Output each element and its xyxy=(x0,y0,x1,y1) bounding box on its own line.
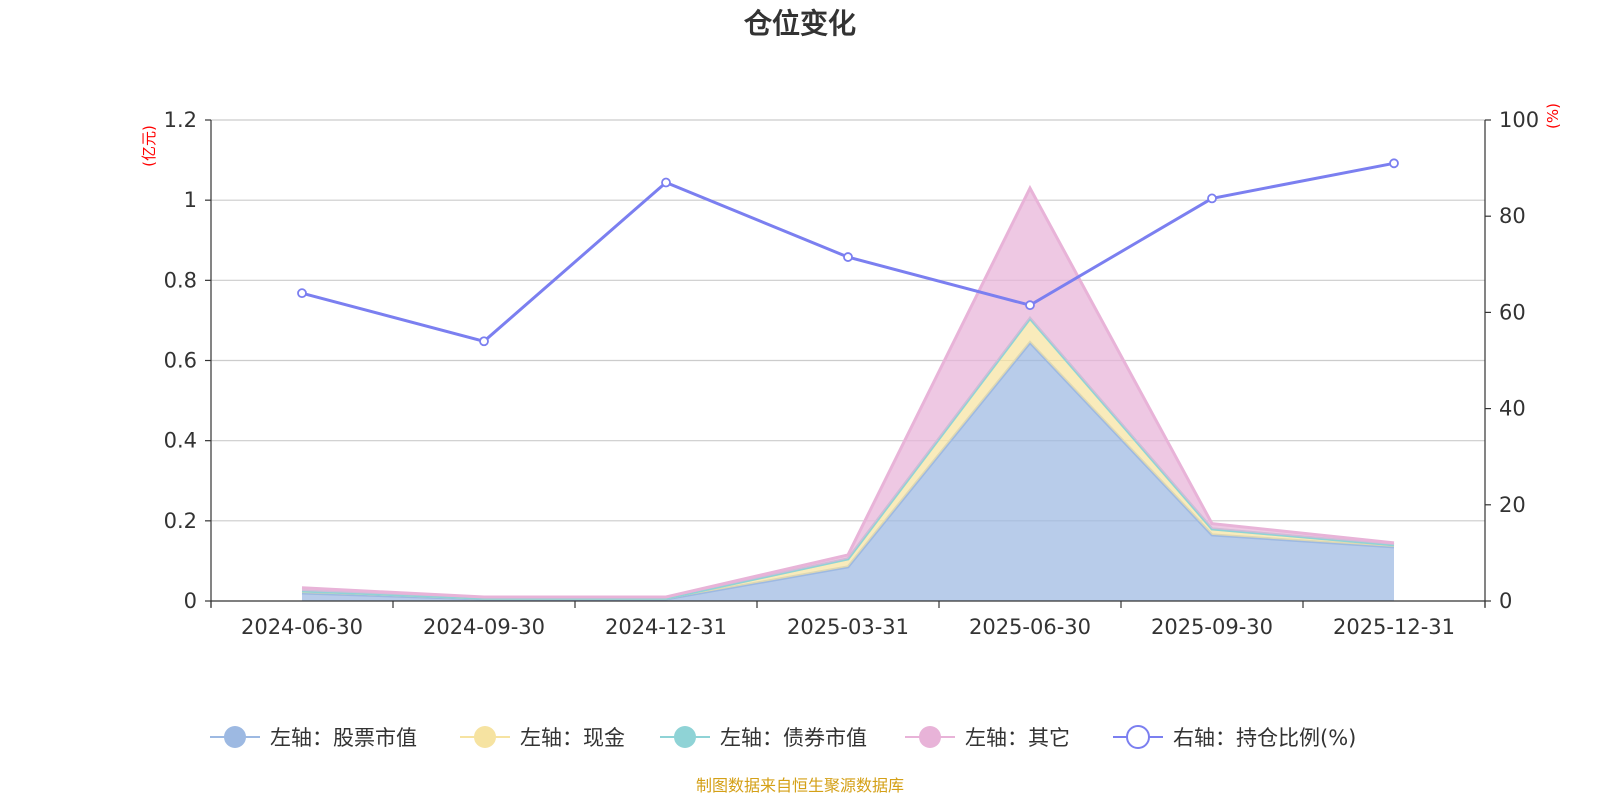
right-axis-tick-label: 80 xyxy=(1499,204,1526,228)
left-axis-tick-label: 1 xyxy=(184,188,197,212)
right-axis-tick-label: 20 xyxy=(1499,493,1526,517)
grid-lines xyxy=(211,119,1485,522)
line-point xyxy=(479,336,489,347)
legend: 左轴：股票市值 左轴：现金 左轴：债券市值 左轴：其它 右轴：持仓比例(%) xyxy=(210,725,1356,750)
legend-marker xyxy=(1126,725,1150,749)
x-axis-tick-label: 2024-12-31 xyxy=(605,615,727,639)
left-axis-tick-label: 0.4 xyxy=(164,429,197,453)
right-axis-unit: (%) xyxy=(1544,103,1562,129)
stacked-areas xyxy=(301,184,1395,601)
line-point xyxy=(1389,158,1399,169)
left-axis-tick-label: 1.2 xyxy=(164,108,197,132)
x-axis-tick-label: 2024-06-30 xyxy=(241,615,363,639)
line-point xyxy=(843,252,853,262)
right-axis-tick-label: 40 xyxy=(1499,397,1526,421)
line-point xyxy=(1207,193,1217,204)
right-axis-tick-label: 0 xyxy=(1499,589,1512,613)
line-point xyxy=(661,177,671,188)
chart-title: 仓位变化 xyxy=(744,7,856,40)
legend-label: 左轴：其它 xyxy=(965,726,1070,750)
legend-label: 左轴：现金 xyxy=(520,726,625,750)
legend-label: 左轴：债券市值 xyxy=(720,726,867,750)
x-axis-tick-label: 2025-09-30 xyxy=(1151,615,1273,639)
right-axis-tick-label: 60 xyxy=(1499,300,1526,324)
left-axis-tick-label: 0.6 xyxy=(164,349,197,373)
x-axis-tick-label: 2025-12-31 xyxy=(1333,615,1455,639)
legend-marker xyxy=(224,726,246,748)
line-point xyxy=(1025,300,1035,311)
x-axis-tick-label: 2025-06-30 xyxy=(969,615,1091,639)
legend-label: 左轴：股票市值 xyxy=(270,726,417,750)
holding-ratio-series xyxy=(297,158,1399,347)
axes: 0 0.2 0.4 0.6 0.8 1 1.2 0 20 40 60 80 100 2024-06-30 2… xyxy=(164,108,1540,639)
area-左轴：股票市值 xyxy=(302,342,1394,601)
legend-marker xyxy=(474,726,496,748)
legend-marker xyxy=(674,726,696,748)
right-axis-tick-label: 100 xyxy=(1499,108,1539,132)
left-axis-tick-label: 0.8 xyxy=(164,268,197,292)
x-axis-tick-label: 2024-09-30 xyxy=(423,615,545,639)
x-axis-tick-label: 2025-03-31 xyxy=(787,615,909,639)
line-point xyxy=(297,288,307,299)
left-axis-tick-label: 0.2 xyxy=(164,509,197,533)
left-axis-tick-label: 0 xyxy=(184,589,197,613)
area-edge-左轴：其它 xyxy=(301,184,1395,599)
legend-marker xyxy=(919,726,941,748)
source-note: 制图数据来自恒生聚源数据库 xyxy=(696,776,904,795)
left-axis-unit: (亿元) xyxy=(140,125,158,167)
legend-label: 右轴：持仓比例(%) xyxy=(1173,726,1356,750)
